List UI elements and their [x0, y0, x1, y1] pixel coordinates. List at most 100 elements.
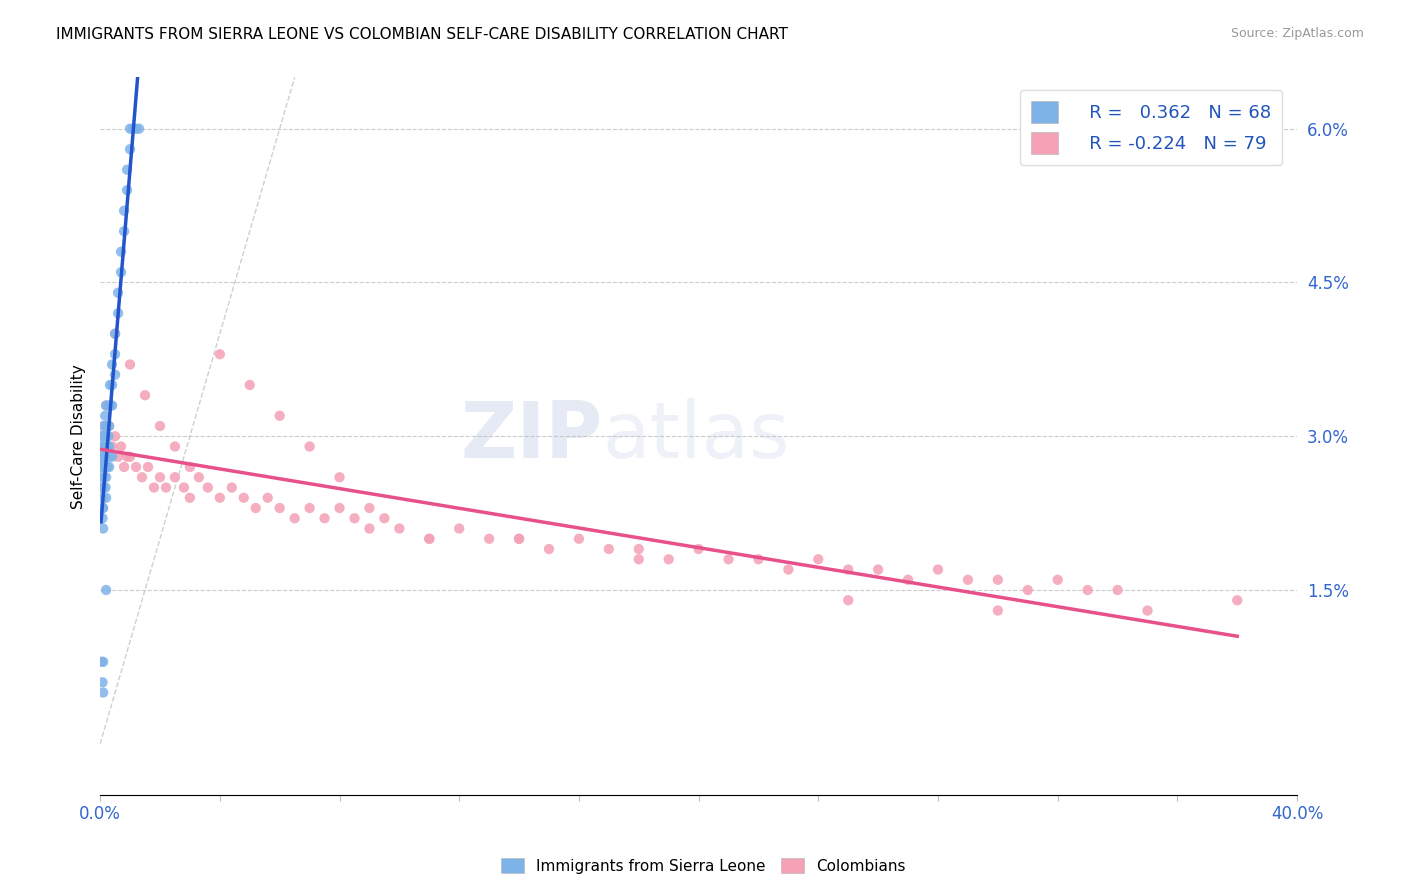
Point [658, 552, 681, 566]
Point [96, 419, 118, 434]
Point [91, 450, 114, 464]
Point [298, 440, 321, 454]
Point [987, 603, 1010, 617]
Point [298, 501, 321, 516]
Point [128, 121, 150, 136]
Point [101, 440, 124, 454]
Point [104, 347, 127, 361]
Point [91, 501, 114, 516]
Point [328, 501, 350, 516]
Point [1136, 603, 1159, 617]
Point [359, 501, 381, 516]
Point [163, 440, 186, 454]
Point [94, 481, 117, 495]
Point [149, 419, 172, 434]
Point [179, 460, 201, 475]
Point [418, 532, 440, 546]
Point [107, 285, 129, 300]
Text: Source: ZipAtlas.com: Source: ZipAtlas.com [1230, 27, 1364, 40]
Point [110, 244, 132, 259]
Point [100, 399, 122, 413]
Point [112, 203, 135, 218]
Point [221, 481, 243, 495]
Point [134, 388, 156, 402]
Point [91, 491, 114, 505]
Point [197, 481, 219, 495]
Point [93, 470, 115, 484]
Point [91, 450, 114, 464]
Point [110, 440, 132, 454]
Point [149, 470, 172, 484]
Point [90, 429, 112, 443]
Point [537, 541, 560, 556]
Point [328, 470, 350, 484]
Point [449, 522, 471, 536]
Point [91, 429, 114, 443]
Point [208, 491, 231, 505]
Point [98, 440, 121, 454]
Point [91, 460, 114, 475]
Point [343, 511, 366, 525]
Point [314, 511, 336, 525]
Point [104, 429, 127, 443]
Point [101, 358, 124, 372]
Point [112, 460, 135, 475]
Point [91, 655, 114, 669]
Point [91, 429, 114, 443]
Point [778, 562, 800, 576]
Point [627, 541, 650, 556]
Text: IMMIGRANTS FROM SIERRA LEONE VS COLOMBIAN SELF-CARE DISABILITY CORRELATION CHART: IMMIGRANTS FROM SIERRA LEONE VS COLOMBIA… [56, 27, 789, 42]
Point [98, 399, 121, 413]
Point [115, 450, 138, 464]
Point [94, 429, 117, 443]
Point [897, 573, 920, 587]
Point [90, 440, 112, 454]
Point [136, 460, 159, 475]
Point [98, 419, 121, 434]
Point [388, 522, 411, 536]
Point [94, 409, 117, 423]
Point [93, 429, 115, 443]
Point [269, 501, 291, 516]
Point [91, 675, 114, 690]
Text: ZIP: ZIP [461, 398, 603, 475]
Point [101, 399, 124, 413]
Point [418, 532, 440, 546]
Point [359, 522, 381, 536]
Point [118, 450, 141, 464]
Point [98, 450, 121, 464]
Point [90, 470, 112, 484]
Point [94, 450, 117, 464]
Point [101, 378, 124, 392]
Point [97, 429, 120, 443]
Point [107, 450, 129, 464]
Point [373, 511, 395, 525]
Point [122, 121, 145, 136]
Point [956, 573, 979, 587]
Point [118, 121, 141, 136]
Point [94, 491, 117, 505]
Point [1017, 582, 1039, 597]
Point [94, 582, 117, 597]
Point [107, 306, 129, 320]
Point [1077, 582, 1099, 597]
Point [807, 552, 830, 566]
Point [101, 450, 124, 464]
Point [837, 562, 859, 576]
Point [208, 347, 231, 361]
Point [94, 450, 117, 464]
Point [987, 573, 1010, 587]
Point [598, 541, 620, 556]
Legend:    R =   0.362   N = 68,    R = -0.224   N = 79: R = 0.362 N = 68, R = -0.224 N = 79 [1019, 90, 1282, 165]
Point [143, 481, 166, 495]
Point [155, 481, 177, 495]
Point [1226, 593, 1249, 607]
Point [91, 419, 114, 434]
Legend: Immigrants from Sierra Leone, Colombians: Immigrants from Sierra Leone, Colombians [495, 852, 911, 880]
Point [110, 265, 132, 279]
Point [91, 501, 114, 516]
Point [868, 562, 890, 576]
Point [104, 326, 127, 341]
Point [93, 419, 115, 434]
Point [90, 429, 112, 443]
